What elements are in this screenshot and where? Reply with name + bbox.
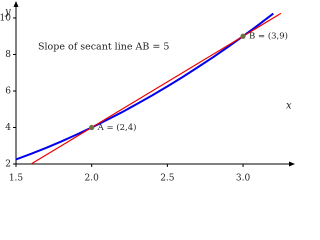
y-tick-label: 2 xyxy=(5,160,11,170)
y-tick-label: 8 xyxy=(5,50,11,60)
y-tick-label: 4 xyxy=(5,123,11,133)
curve xyxy=(30,12,282,165)
y-axis-label: y xyxy=(4,7,11,18)
y-tick-label: 6 xyxy=(5,86,11,96)
point-label: B = (3,9) xyxy=(249,31,288,42)
chart: y x Slope of secant line AB = 5 1.5 2.0 2.… xyxy=(0,1,295,184)
x-tick-label: 1.5 xyxy=(9,174,24,184)
x-tick-label: 2.5 xyxy=(160,174,175,184)
x-tick-label: 2.0 xyxy=(85,174,100,184)
y-axis-arrow xyxy=(13,1,19,7)
point xyxy=(89,124,95,131)
x-axis-label: x xyxy=(286,101,292,112)
point xyxy=(240,33,246,39)
x-tick-label: 3.0 xyxy=(236,174,251,184)
x-axis-arrow xyxy=(289,161,295,167)
point-label: A = (2,4) xyxy=(97,122,137,133)
annotation: Slope of secant line AB = 5 xyxy=(38,42,169,53)
y-tick-label: 10 xyxy=(0,13,11,23)
curve xyxy=(15,12,274,161)
